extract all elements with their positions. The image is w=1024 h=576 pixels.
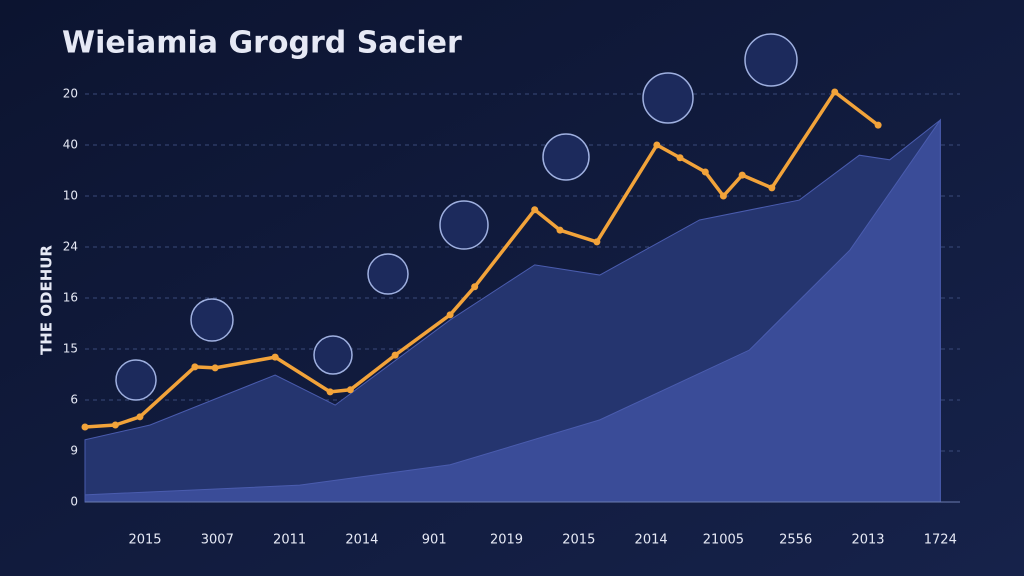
area	[84, 118, 941, 503]
x-tick-label: 2015	[128, 533, 161, 548]
point	[593, 238, 601, 246]
x-tick-label: 2015	[562, 533, 595, 548]
x-tick-label: 2014	[635, 533, 668, 548]
x-tick-label: 2013	[851, 533, 884, 548]
x-tick-label: 2014	[345, 533, 378, 548]
y-tick-label: 16	[63, 291, 78, 305]
point	[211, 364, 219, 372]
icon	[642, 72, 694, 124]
chart-title: Wieiamia Grogrd Sacier	[62, 26, 462, 61]
point	[471, 283, 479, 291]
point	[391, 351, 399, 359]
point	[676, 154, 684, 162]
point	[531, 206, 539, 214]
point	[653, 141, 661, 149]
icon	[313, 335, 353, 375]
x-tick-label: 21005	[703, 533, 744, 548]
point	[326, 388, 334, 396]
x-tick-label: 2556	[779, 533, 812, 548]
point	[831, 88, 839, 96]
y-tick-label: 15	[63, 342, 78, 356]
point	[701, 168, 709, 176]
y-tick-label: 0	[70, 495, 78, 509]
point	[191, 363, 199, 371]
y-axis-label: THE ODEHUR	[38, 245, 56, 355]
icon	[367, 253, 409, 295]
x-tick-label: 3007	[201, 533, 234, 548]
y-tick-label: 40	[63, 138, 78, 152]
point	[768, 184, 776, 192]
point	[111, 421, 119, 429]
icon	[115, 359, 157, 401]
y-tick-label: 9	[70, 444, 78, 458]
icon	[744, 33, 798, 87]
icon-markers	[115, 33, 798, 401]
point	[556, 226, 564, 234]
icon	[190, 298, 234, 342]
plot-area: 0 9 6 15 16 24 10 40 20 2015 3007 2011 2014 901 2019 20…	[63, 87, 960, 548]
point	[346, 386, 354, 394]
y-tick-label: 20	[63, 87, 78, 101]
line	[84, 90, 880, 429]
point	[271, 353, 279, 361]
icon	[439, 200, 489, 250]
point	[136, 413, 144, 421]
point	[738, 171, 746, 179]
point	[446, 311, 454, 319]
x-tick-label: 1724	[924, 533, 957, 548]
point	[719, 192, 727, 200]
point	[81, 423, 89, 431]
x-tick-label: 901	[422, 533, 447, 548]
y-tick-label: 24	[63, 240, 78, 254]
icon	[542, 133, 590, 181]
x-tick-label: 2019	[490, 533, 523, 548]
point	[874, 121, 882, 129]
y-tick-label: 10	[63, 189, 78, 203]
x-tick-label: 2011	[273, 533, 306, 548]
y-tick-label: 6	[70, 393, 78, 407]
